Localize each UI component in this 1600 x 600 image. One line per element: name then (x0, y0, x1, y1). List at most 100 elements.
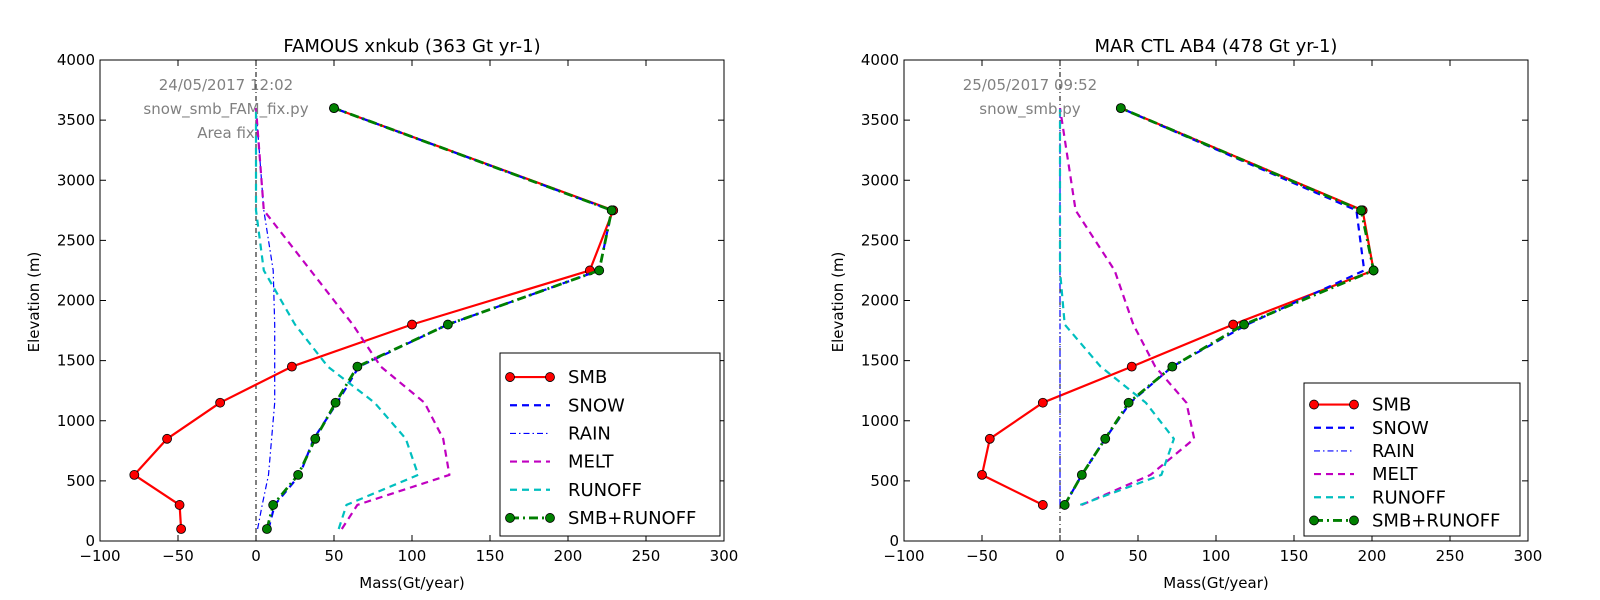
y-tick-label: 4000 (861, 51, 899, 69)
legend-label: RAIN (568, 423, 611, 444)
data-point (329, 103, 339, 113)
x-tick-label: 0 (251, 547, 261, 565)
data-point (1239, 319, 1249, 330)
ticks: −100 −50 0 50 100 150 200 250 300050010001500200… (57, 51, 739, 565)
series-line-runoff (1058, 108, 1176, 506)
data-point (215, 397, 226, 408)
chart-title: MAR CTL AB4 (478 Gt yr-1) (1095, 36, 1338, 57)
data-point (1037, 397, 1048, 408)
legend-box (1303, 382, 1521, 537)
y-tick-label: 2500 (861, 231, 899, 249)
y-tick-label: 1000 (57, 412, 95, 430)
x-tick-label: 50 (1128, 547, 1147, 565)
y-tick-label: 3500 (861, 111, 899, 129)
series-line-melt (1058, 107, 1196, 506)
x-axis-label: Mass(Gt/year) (1163, 574, 1269, 592)
x-tick-label: 300 (1514, 547, 1543, 565)
chart-panel-famous: FAMOUS xnkub (363 Gt yr-1) Mass(Gt/year)… (25, 36, 738, 592)
data-point (606, 205, 617, 216)
legend-marker (1309, 399, 1319, 410)
y-tick-label: 3500 (57, 111, 95, 129)
data-point (1126, 361, 1137, 372)
data-point (977, 469, 987, 480)
legend-label: SMB+RUNOFF (568, 508, 696, 529)
plot-frame (903, 59, 1529, 542)
data-point (407, 319, 417, 330)
y-axis-label: Elevation (m) (25, 252, 43, 353)
data-point (442, 319, 453, 330)
annotation-date: 25/05/2017 09:52 (963, 76, 1097, 94)
legend-label: SMB (568, 367, 607, 388)
data-point (268, 500, 279, 510)
data-point (286, 361, 297, 372)
chart-title: FAMOUS xnkub (363 Gt yr-1) (283, 36, 540, 57)
y-tick-label: 500 (66, 472, 95, 490)
y-tick-label: 1000 (861, 412, 899, 430)
legend-label: MELT (568, 452, 614, 473)
legend-label: RUNOFF (568, 480, 642, 501)
y-tick-label: 0 (85, 532, 95, 550)
x-tick-label: −50 (162, 547, 194, 565)
y-tick-label: 2000 (861, 292, 899, 310)
x-tick-label: −100 (79, 547, 120, 565)
data-point (1100, 433, 1111, 444)
data-point (1059, 500, 1070, 510)
y-axis-label: Elevation (m) (829, 252, 847, 353)
data-point (1368, 265, 1379, 276)
legend-label: SNOW (1372, 418, 1429, 439)
x-tick-label: 150 (476, 547, 505, 565)
legend-box (499, 352, 721, 537)
legend-label: MELT (1372, 464, 1418, 485)
legend-marker (1349, 515, 1359, 526)
x-tick-label: 200 (1358, 547, 1387, 565)
data-point (129, 469, 140, 480)
legend-label: SNOW (568, 395, 625, 416)
x-tick-label: −50 (966, 547, 998, 565)
series-line-runoff (254, 108, 420, 530)
data-point (1115, 103, 1126, 113)
x-tick-label: 100 (1202, 547, 1231, 565)
x-tick-label: 50 (324, 547, 343, 565)
data-point (984, 433, 995, 444)
data-point (1076, 469, 1087, 480)
series-line-smb (133, 107, 615, 530)
data-point (1037, 500, 1048, 510)
legend-marker (1349, 399, 1359, 410)
data-point (1228, 319, 1239, 330)
legend-marker (545, 372, 555, 382)
data-point (162, 433, 172, 444)
legend-marker (545, 513, 555, 523)
data-point (594, 265, 605, 276)
x-axis-label: Mass(Gt/year) (359, 574, 465, 592)
data-point (262, 524, 272, 534)
x-tick-label: 150 (1280, 547, 1309, 565)
y-tick-label: 1500 (57, 352, 95, 370)
series-line-snow (1063, 107, 1366, 506)
x-tick-label: 300 (710, 547, 739, 565)
data-point (1356, 205, 1366, 216)
data-point (293, 469, 304, 480)
legend-marker (505, 372, 515, 382)
legend-label: RAIN (1372, 441, 1415, 462)
legend: SMB SNOW RAIN MELT RUNOFF SMB+RUNOFF (499, 352, 721, 537)
legend-marker (505, 513, 515, 523)
x-tick-label: −100 (883, 547, 924, 565)
annotation-note: Area fix (197, 124, 255, 142)
data-point (176, 524, 187, 534)
data-point (1123, 397, 1134, 408)
y-tick-label: 500 (870, 472, 899, 490)
data-point (330, 397, 341, 408)
chart-panel-mar: MAR CTL AB4 (478 Gt yr-1) Mass(Gt/year) … (829, 36, 1542, 592)
y-tick-label: 2500 (57, 231, 95, 249)
y-tick-label: 0 (889, 532, 899, 550)
series-layer (129, 103, 619, 534)
y-tick-label: 1500 (861, 352, 899, 370)
legend-label: SMB+RUNOFF (1372, 510, 1500, 531)
data-point (1167, 361, 1178, 372)
legend-label: RUNOFF (1372, 487, 1446, 508)
x-tick-label: 0 (1055, 547, 1065, 565)
plot-frame (99, 59, 725, 542)
data-point (310, 433, 321, 444)
